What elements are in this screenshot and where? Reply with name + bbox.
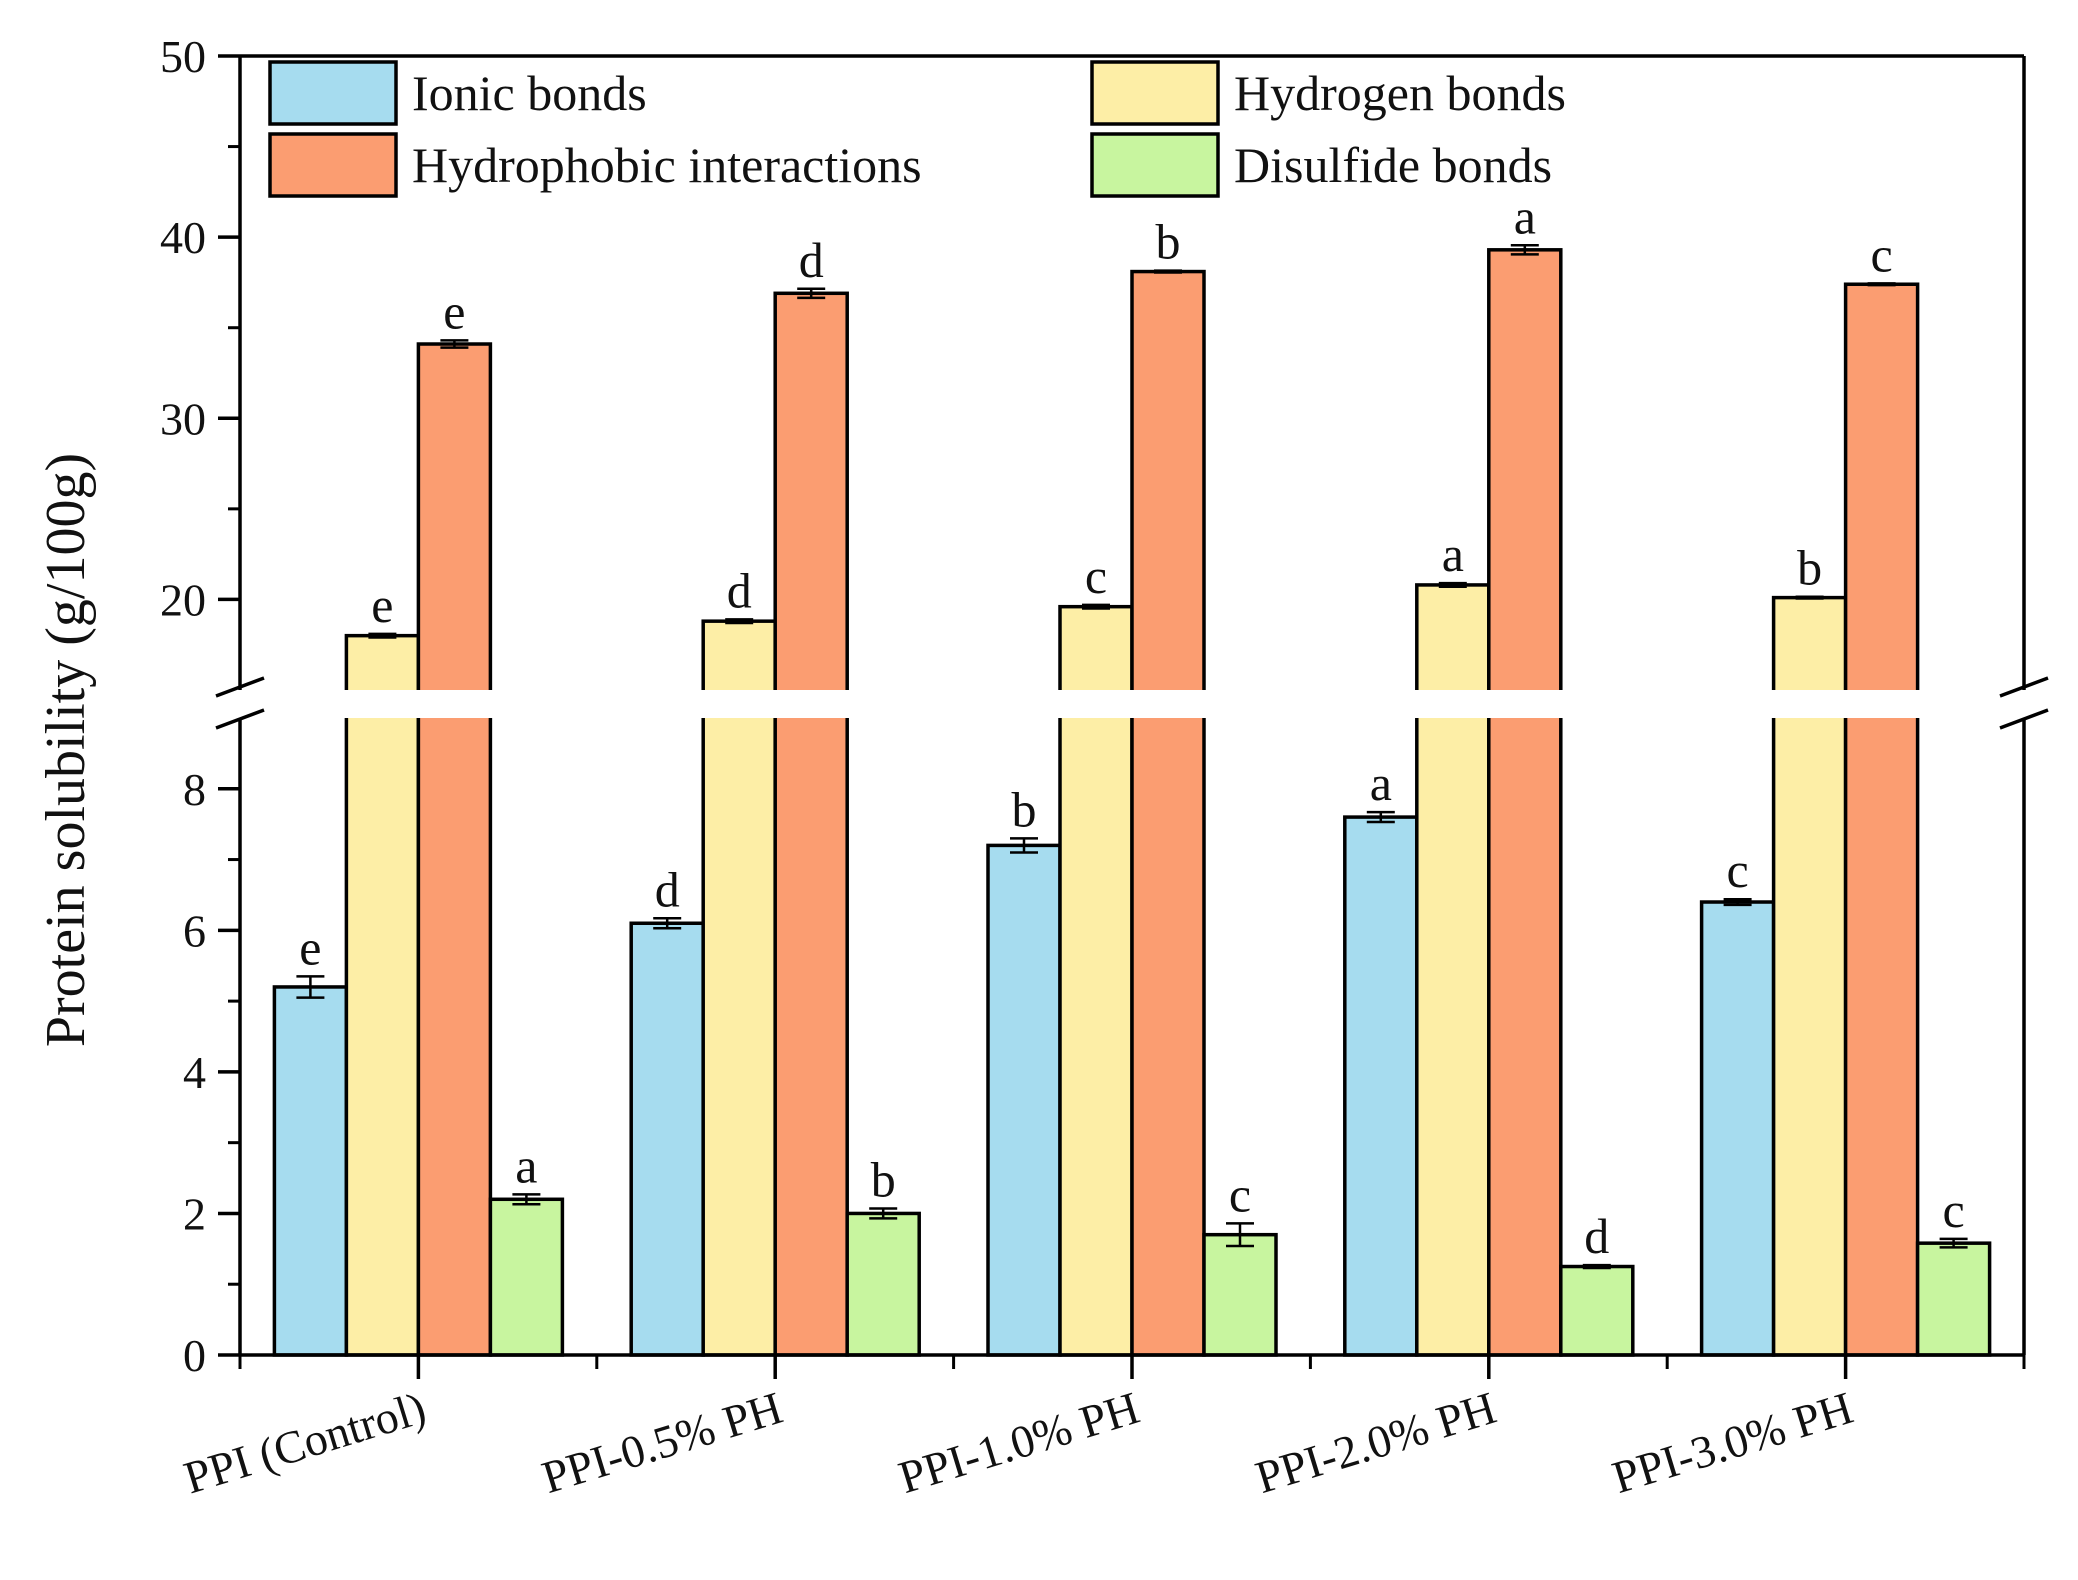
bar-1-4 bbox=[1771, 595, 1848, 1357]
break-slash-lower bbox=[1999, 708, 2049, 730]
bar-3-1 bbox=[845, 1211, 921, 1357]
legend-entry-1: Hydrogen bonds bbox=[1090, 60, 1566, 126]
significance-letter-2-4: c bbox=[1870, 226, 1892, 282]
error-bar-0-3 bbox=[1366, 810, 1395, 824]
bar-3-2 bbox=[1202, 1232, 1278, 1357]
x-tick-label: PPI-0.5% PH bbox=[536, 1382, 788, 1503]
significance-letter-3-3: d bbox=[1584, 1208, 1609, 1264]
legend-swatch bbox=[268, 60, 398, 126]
axis-break-mark-right bbox=[1999, 676, 2049, 730]
error-bar-3-4 bbox=[1939, 1237, 1968, 1249]
significance-letter-2-1: d bbox=[799, 232, 824, 288]
x-tick-label: PPI-1.0% PH bbox=[893, 1382, 1145, 1503]
axis-break-mark-left bbox=[215, 676, 265, 730]
error-bar-2-3 bbox=[1510, 244, 1539, 256]
significance-letter-0-3: a bbox=[1370, 755, 1392, 811]
legend-entry-2: Hydrophobic interactions bbox=[268, 132, 922, 198]
error-bar-2-2 bbox=[1154, 269, 1182, 274]
legend-label: Hydrophobic interactions bbox=[412, 137, 922, 193]
error-bar-2-4 bbox=[1867, 282, 1896, 287]
error-bar-0-4 bbox=[1723, 897, 1752, 907]
bar-2-0 bbox=[416, 342, 493, 1357]
x-tick-label: PPI (Control) bbox=[178, 1382, 431, 1504]
error-bar-2-1 bbox=[797, 287, 826, 300]
y-tick-label: 50 bbox=[160, 31, 206, 82]
bar-0-4 bbox=[1699, 900, 1776, 1357]
error-bar-2-0 bbox=[440, 339, 469, 349]
significance-letter-1-3: a bbox=[1442, 526, 1464, 582]
y-tick-label: 30 bbox=[160, 393, 206, 444]
significance-letter-0-1: d bbox=[655, 861, 680, 917]
legend-entry-3: Disulfide bonds bbox=[1090, 132, 1552, 198]
legend-label: Disulfide bonds bbox=[1234, 137, 1552, 193]
significance-letter-0-0: e bbox=[299, 919, 321, 975]
error-bar-0-0 bbox=[296, 975, 325, 999]
significance-letter-3-4: c bbox=[1942, 1182, 1964, 1238]
significance-letter-1-0: e bbox=[371, 577, 393, 633]
bar-0-1 bbox=[629, 921, 705, 1357]
error-bar-0-1 bbox=[653, 917, 682, 930]
bar-2-3 bbox=[1487, 248, 1563, 1357]
error-bar-1-1 bbox=[725, 618, 754, 625]
y-tick-label: 0 bbox=[183, 1330, 206, 1381]
bars-layer: e d b a c e d c a b e d b a c a b c d c bbox=[272, 188, 1992, 1357]
y-tick-label: 8 bbox=[183, 764, 206, 815]
error-bar-3-0 bbox=[512, 1193, 541, 1206]
error-bar-3-1 bbox=[869, 1207, 898, 1220]
error-bar-1-0 bbox=[368, 632, 397, 639]
significance-letter-1-2: c bbox=[1085, 548, 1107, 604]
break-slash-upper bbox=[215, 676, 265, 698]
axis-break-gap bbox=[210, 690, 2054, 718]
error-bar-3-3 bbox=[1582, 1263, 1611, 1270]
bar-2-4 bbox=[1843, 282, 1920, 1357]
error-bar-1-3 bbox=[1438, 581, 1467, 588]
significance-letter-0-2: b bbox=[1012, 781, 1037, 837]
bar-3-4 bbox=[1915, 1241, 1992, 1357]
legend-swatch bbox=[268, 132, 398, 198]
y-tick-label: 20 bbox=[160, 574, 206, 625]
break-slash-upper bbox=[1999, 676, 2049, 698]
y-tick-label: 6 bbox=[183, 905, 206, 956]
bar-0-0 bbox=[272, 985, 349, 1357]
error-bar-1-4 bbox=[1795, 595, 1824, 600]
significance-letter-1-1: d bbox=[727, 562, 752, 618]
break-slash-lower bbox=[215, 708, 265, 730]
y-tick-label: 40 bbox=[160, 212, 206, 263]
significance-letter-2-2: b bbox=[1156, 214, 1181, 270]
bar-2-1 bbox=[773, 291, 849, 1357]
frame-layer bbox=[210, 54, 2054, 1357]
bar-3-3 bbox=[1559, 1264, 1635, 1357]
y-axis-label: Protein solubility (g/100g) bbox=[35, 453, 97, 1047]
bar-3-0 bbox=[488, 1197, 565, 1357]
legend-swatch bbox=[1090, 60, 1220, 126]
significance-letter-0-4: c bbox=[1726, 842, 1748, 898]
bar-0-3 bbox=[1343, 815, 1419, 1357]
bar-0-2 bbox=[986, 843, 1062, 1357]
bar-1-0 bbox=[344, 633, 421, 1357]
bar-2-2 bbox=[1130, 269, 1206, 1357]
significance-letter-3-2: c bbox=[1229, 1166, 1251, 1222]
legend: Ionic bonds Hydrogen bonds Hydrophobic int… bbox=[268, 60, 1566, 198]
x-tick-label: PPI-3.0% PH bbox=[1607, 1382, 1859, 1503]
error-bar-1-2 bbox=[1082, 603, 1110, 610]
significance-letter-2-3: a bbox=[1514, 188, 1536, 244]
legend-label: Hydrogen bonds bbox=[1234, 65, 1566, 121]
legend-swatch bbox=[1090, 132, 1220, 198]
legend-entry-0: Ionic bonds bbox=[268, 60, 647, 126]
x-tick-label: PPI-2.0% PH bbox=[1250, 1382, 1502, 1503]
error-bar-3-2 bbox=[1226, 1222, 1254, 1248]
legend-label: Ionic bonds bbox=[412, 65, 647, 121]
significance-letter-3-0: a bbox=[515, 1137, 537, 1193]
significance-letter-3-1: b bbox=[871, 1151, 896, 1207]
error-bar-0-2 bbox=[1010, 837, 1038, 854]
significance-letter-1-4: b bbox=[1797, 540, 1822, 596]
y-tick-label: 4 bbox=[183, 1047, 206, 1098]
significance-letter-2-0: e bbox=[443, 283, 465, 339]
y-tick-label: 2 bbox=[183, 1188, 206, 1239]
bar-1-2 bbox=[1058, 604, 1134, 1357]
bar-1-1 bbox=[701, 619, 777, 1357]
